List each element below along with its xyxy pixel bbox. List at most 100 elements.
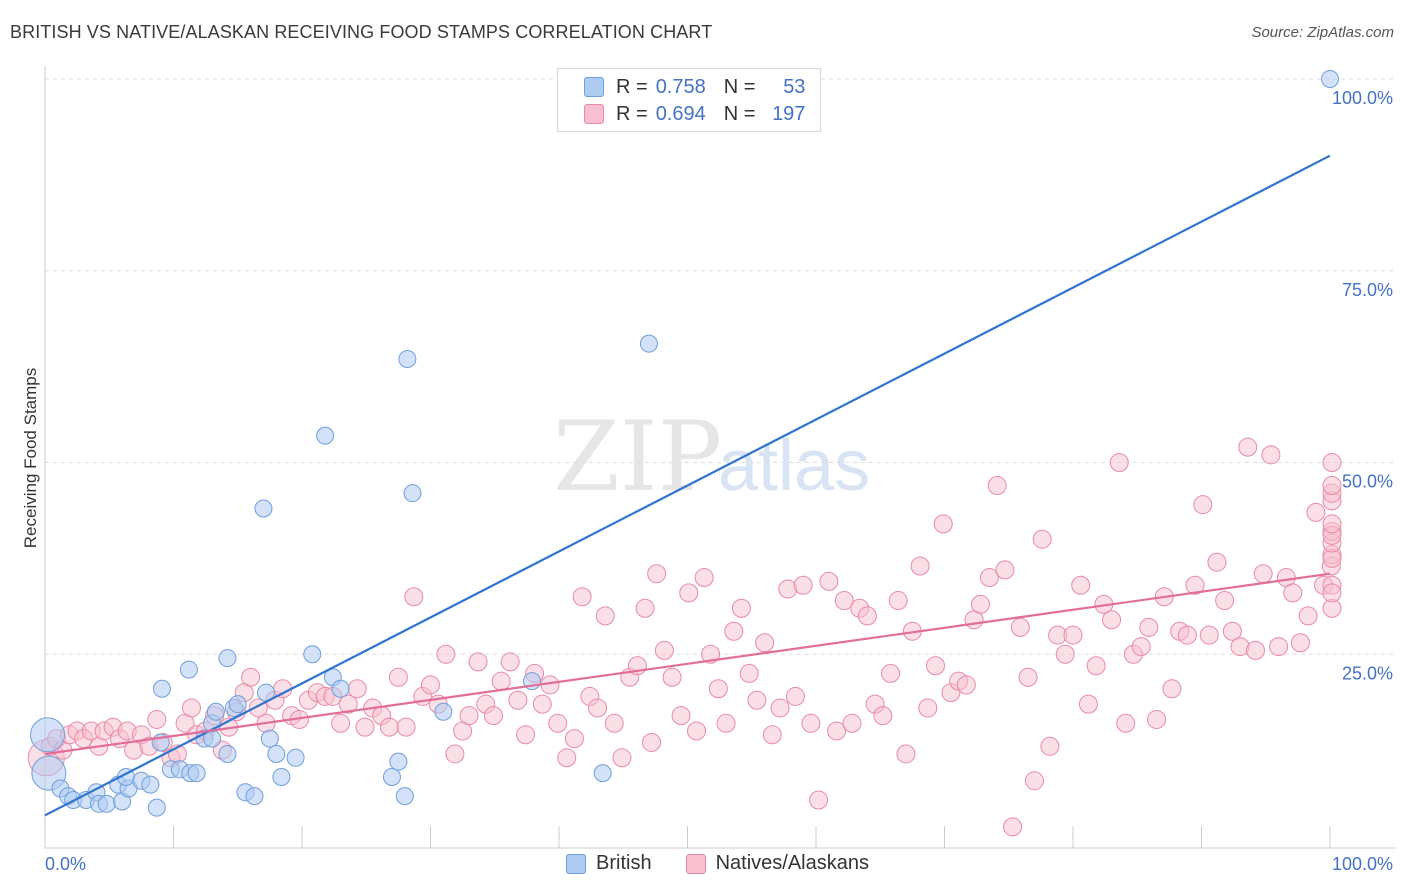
natives-point	[1102, 610, 1122, 630]
n-value: 197	[772, 102, 806, 125]
natives-point	[595, 606, 615, 626]
natives-point	[881, 663, 901, 683]
natives-point	[724, 621, 744, 641]
natives-point	[1283, 583, 1303, 603]
british-point	[398, 349, 417, 368]
natives-point	[819, 571, 839, 591]
natives-point	[1032, 529, 1052, 549]
natives-point	[1018, 667, 1038, 687]
british-swatch	[584, 77, 604, 97]
natives-point	[1185, 575, 1205, 595]
y-axis-label: Receiving Food Stamps	[21, 368, 40, 548]
r-label: R =	[616, 75, 648, 98]
natives-point	[896, 744, 916, 764]
natives-point	[1245, 640, 1265, 660]
r-value: 0.694	[655, 102, 706, 125]
british-point	[152, 679, 171, 698]
natives-point	[500, 652, 520, 672]
natives-point	[701, 644, 721, 664]
n-label: N =	[723, 75, 756, 98]
natives-point	[1003, 817, 1023, 837]
natives-point	[1055, 644, 1075, 664]
natives-point	[933, 514, 953, 534]
natives-point	[857, 606, 877, 626]
natives-point	[1253, 564, 1273, 584]
natives-point	[1071, 575, 1091, 595]
british-point	[286, 748, 305, 767]
watermark: ZIP atlas	[553, 401, 870, 513]
legend-row-british: R = 0.758 N = 53	[584, 74, 805, 100]
british-point	[228, 695, 247, 714]
natives-point	[347, 679, 367, 699]
natives-point	[516, 725, 536, 745]
natives-point	[1199, 625, 1219, 645]
natives-point	[331, 713, 351, 733]
natives-point	[910, 556, 930, 576]
british-point	[395, 787, 414, 806]
natives-point	[355, 717, 375, 737]
natives-point	[1298, 606, 1318, 626]
natives-point	[793, 575, 813, 595]
british-point	[593, 764, 612, 783]
y-tick-label: 25.0%	[1342, 663, 1393, 683]
british-point	[141, 775, 160, 794]
natives-point	[662, 667, 682, 687]
natives-point	[642, 732, 662, 752]
british-point	[639, 334, 658, 353]
british-point	[245, 787, 264, 806]
natives-point	[1086, 656, 1106, 676]
natives-point	[564, 729, 584, 749]
natives-point	[987, 476, 1007, 496]
british-point	[187, 764, 206, 783]
natives-point	[396, 717, 416, 737]
natives-point	[468, 652, 488, 672]
natives-point	[241, 667, 261, 687]
british-point	[382, 767, 401, 786]
natives-point	[755, 633, 775, 653]
natives-point	[1063, 625, 1083, 645]
natives-point	[1040, 736, 1060, 756]
legend-natives-label: Natives/Alaskans	[715, 852, 869, 874]
natives-point	[1131, 637, 1151, 657]
natives-point	[1078, 694, 1098, 714]
watermark-atlas: atlas	[718, 426, 870, 506]
natives-point	[1290, 633, 1310, 653]
natives-point	[1116, 713, 1136, 733]
british-point	[147, 798, 166, 817]
series-legend: British Natives/Alaskans	[566, 852, 903, 875]
natives-point	[1322, 476, 1342, 496]
natives-point	[604, 713, 624, 733]
legend-item-natives: Natives/Alaskans	[685, 852, 869, 875]
natives-point	[1238, 437, 1258, 457]
r-value: 0.758	[655, 75, 706, 98]
natives-point	[445, 744, 465, 764]
natives-point	[671, 706, 691, 726]
natives-point	[491, 671, 511, 691]
x-tick-label: 100.0%	[1332, 854, 1393, 874]
british-point	[303, 645, 322, 664]
natives-point	[694, 568, 714, 588]
natives-point	[785, 686, 805, 706]
tick-labels: 25.0% 50.0% 75.0% 100.0% 0.0% 100.0%	[45, 88, 1393, 874]
british-point	[316, 426, 335, 445]
natives-point	[1193, 495, 1213, 515]
natives-point	[731, 598, 751, 618]
natives-point	[1207, 552, 1227, 572]
y-tick-label: 75.0%	[1342, 280, 1393, 300]
british-point	[179, 660, 198, 679]
x-tick-label: 0.0%	[45, 854, 86, 874]
british-point	[272, 767, 291, 786]
legend-row-natives: R = 0.694 N = 197	[584, 101, 805, 127]
natives-point	[421, 675, 440, 695]
british-point	[254, 499, 273, 518]
trendlines	[44, 154, 1331, 817]
natives-point	[1162, 679, 1182, 699]
british-point	[389, 752, 408, 771]
gridlines	[45, 78, 1395, 655]
natives-point	[770, 698, 790, 718]
british-point	[218, 649, 237, 668]
natives-point	[926, 656, 946, 676]
natives-point	[1322, 453, 1342, 472]
natives-point	[739, 663, 759, 683]
